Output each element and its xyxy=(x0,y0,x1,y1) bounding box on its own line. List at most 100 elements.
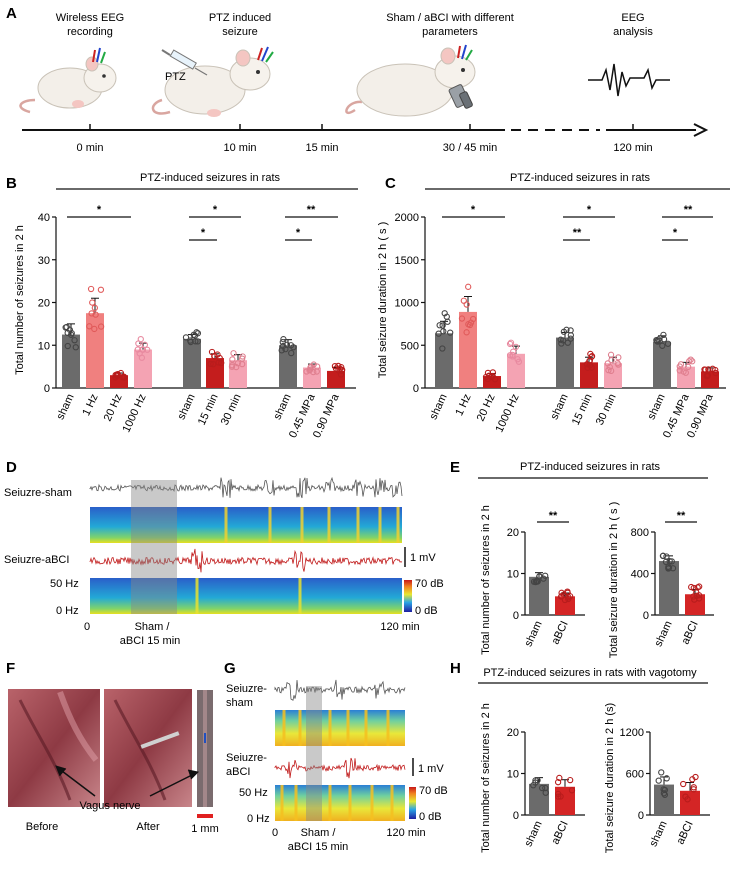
trace-label: Seiuzre-sham xyxy=(226,683,267,709)
data-point xyxy=(555,793,562,800)
y-tick-label: 2000 xyxy=(395,212,419,224)
panel-e: E PTZ-induced seizures in rats Total num… xyxy=(450,459,714,658)
data-point xyxy=(669,565,677,572)
sig-star: ** xyxy=(573,227,582,239)
panel-label-e: E xyxy=(450,459,460,476)
window-label: Sham / aBCI 15 min xyxy=(120,621,181,647)
y-tick-label: 20 xyxy=(38,298,50,310)
bar xyxy=(555,596,575,615)
timeline-arrow-icon xyxy=(693,123,709,137)
panel-d: D Seiuzre-sham Seiuzre-aBCI 1 mV 50 Hz 0… xyxy=(4,459,444,647)
y-axis-label: Total number of seizures in 2 h xyxy=(14,225,26,375)
data-point xyxy=(288,349,295,357)
timeline-ticks xyxy=(89,124,634,130)
step-label: Sham / aBCI with different parameters xyxy=(386,12,514,38)
data-point xyxy=(567,776,574,784)
bar xyxy=(529,783,549,815)
spectrogram-burst xyxy=(280,785,284,821)
data-point xyxy=(704,371,711,379)
data-point xyxy=(280,336,287,343)
panel-c: C PTZ-induced seizures in rats Total sei… xyxy=(377,172,730,440)
data-point xyxy=(458,315,466,322)
data-point xyxy=(607,351,615,358)
spectrogram-abci xyxy=(90,578,402,614)
x-tick-label: 20 Hz xyxy=(475,392,498,423)
data-point xyxy=(447,329,454,336)
data-point xyxy=(682,793,689,800)
timeline-label: 120 min xyxy=(613,142,652,154)
data-point xyxy=(606,363,613,371)
data-point xyxy=(92,311,99,318)
eeg-trace-abci xyxy=(274,757,406,779)
spectrogram-burst xyxy=(294,785,298,821)
step-label: PTZ induced seizure xyxy=(209,12,271,38)
data-point xyxy=(693,589,700,596)
data-point xyxy=(676,367,683,374)
data-point xyxy=(689,358,696,365)
data-point xyxy=(536,573,543,580)
data-point xyxy=(687,356,694,363)
panel-f: F 1 mm Vagus nerve Before After xyxy=(6,660,219,835)
data-point xyxy=(283,341,291,348)
spectrogram-burst xyxy=(396,507,400,543)
sig-star: * xyxy=(296,227,301,239)
rat-illustration xyxy=(19,47,117,114)
y-tick-label: 10 xyxy=(38,340,50,352)
data-point xyxy=(584,364,591,371)
bar xyxy=(62,334,80,388)
spectrogram-burst xyxy=(224,507,228,543)
bar xyxy=(110,375,128,388)
scale-label: 1 mV xyxy=(410,552,436,564)
eeg-trace xyxy=(89,476,403,499)
bar xyxy=(653,341,671,388)
data-point xyxy=(439,345,446,352)
data-point xyxy=(489,372,496,380)
db-label: 0 dB xyxy=(419,811,442,823)
panel-label-g: G xyxy=(224,660,236,677)
data-point xyxy=(660,331,667,338)
data-point xyxy=(214,351,221,358)
significance-marks: * ** * * ** xyxy=(442,204,713,241)
y-tick-label: 800 xyxy=(631,527,649,539)
sig-star: ** xyxy=(677,510,686,522)
data-point xyxy=(690,593,697,600)
spectrogram-burst xyxy=(195,578,199,614)
bar xyxy=(134,349,152,388)
y-tick-label: 20 xyxy=(507,727,519,739)
bar xyxy=(435,333,453,388)
sig-star: ** xyxy=(684,204,693,216)
data-point xyxy=(87,285,95,293)
y-tick-label: 400 xyxy=(631,569,649,581)
rat-illustration xyxy=(151,46,274,117)
trace-label: Seiuzre-sham xyxy=(4,487,72,499)
data-point xyxy=(239,355,246,362)
y-tick-label: 10 xyxy=(507,769,519,781)
spectrogram-burst xyxy=(268,507,272,543)
arrow-icon xyxy=(149,772,197,797)
db-label: 70 dB xyxy=(419,785,448,797)
data-point xyxy=(690,784,697,791)
data-point xyxy=(684,363,692,371)
y-tick-label: 0 xyxy=(513,810,519,822)
y-tick-label: 30 xyxy=(38,255,50,267)
x-tick-label: 20 Hz xyxy=(102,392,125,423)
y-axis-label: Total seizure duration in 2 h ( s ) xyxy=(377,222,389,379)
data-point xyxy=(588,353,596,360)
data-point xyxy=(558,340,565,347)
data-point xyxy=(655,777,662,784)
y-tick-label: 0 xyxy=(413,383,419,395)
data-point xyxy=(658,769,665,776)
data-point xyxy=(567,335,574,342)
data-point xyxy=(215,359,222,366)
x-tick-label: 15 min xyxy=(570,392,595,427)
bar xyxy=(86,313,104,388)
data-point xyxy=(489,369,497,376)
y-tick-label: 0 xyxy=(643,610,649,622)
data-point xyxy=(88,310,95,317)
bar xyxy=(327,370,345,388)
data-point xyxy=(331,362,339,370)
data-point xyxy=(653,337,661,345)
data-point xyxy=(187,338,194,346)
timeline-label: 30 / 45 min xyxy=(443,142,497,154)
